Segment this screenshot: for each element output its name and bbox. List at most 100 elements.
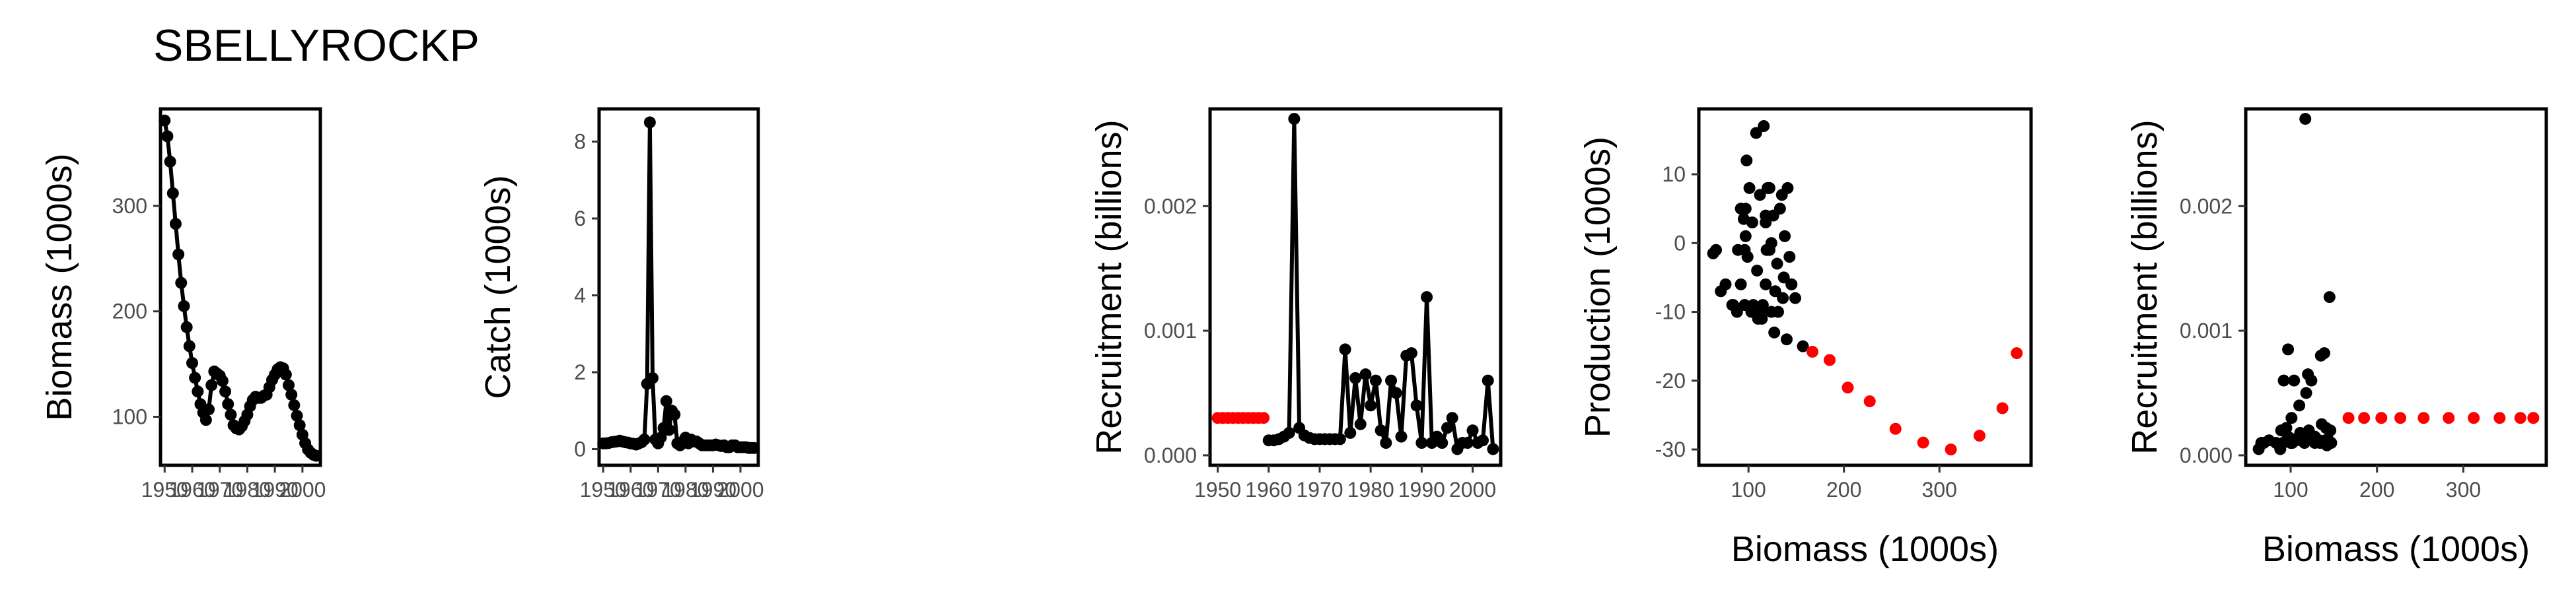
panel-3-x-tick-label: 1960 xyxy=(1245,478,1292,502)
panel-5-x-axis-title: Biomass (1000s) xyxy=(2262,529,2530,569)
panel-4-x-axis-title: Biomass (1000s) xyxy=(1731,529,1999,569)
panel-3-data-point xyxy=(1487,443,1499,455)
panel-4-y-tick-label: -20 xyxy=(1655,369,1686,393)
panel-1-x-tick-label: 2000 xyxy=(279,478,326,502)
panel-1-data-point xyxy=(159,114,171,127)
panel-3-data-point xyxy=(1288,113,1301,125)
panel-5-x-tick-label: 100 xyxy=(2273,478,2308,502)
panel-1-data-point xyxy=(172,248,185,261)
panel-4-data-point xyxy=(1754,189,1766,201)
panel-2-y-tick-label: 2 xyxy=(574,360,586,384)
panel-1-data-point xyxy=(219,385,232,398)
panel-1-data-point xyxy=(225,409,237,421)
panel-3-y-tick-label: 0.002 xyxy=(1144,194,1197,218)
panel-5-x-tick-label: 200 xyxy=(2359,478,2394,502)
panel-5-data-point xyxy=(2305,374,2318,387)
panel-4-frame xyxy=(1697,107,2033,467)
panel-3-data-point xyxy=(1405,347,1417,360)
panel-5-data-point xyxy=(2285,412,2298,424)
panel-1-x-tick-label: 1960 xyxy=(168,478,215,502)
panel-5-data-point xyxy=(2493,412,2506,424)
panel-5-data-point xyxy=(2394,412,2407,424)
panel-2-data-point xyxy=(655,432,667,444)
panel-5-y-tick-label: 0.000 xyxy=(2180,444,2233,467)
panel-3-x-tick-label: 1970 xyxy=(1296,478,1343,502)
panel-5-data-point xyxy=(2298,437,2310,449)
panel-1-data-point xyxy=(205,379,218,391)
panel-1-y-axis-title: Biomass (1000s) xyxy=(40,153,79,420)
panel-4-data-point xyxy=(1739,203,1752,215)
panel-3-data-point xyxy=(1258,412,1270,424)
panel-3-data-point xyxy=(1385,374,1398,387)
panel-5-y-tick-label: 0.001 xyxy=(2180,319,2233,343)
panel-1-x-tick-label: 1970 xyxy=(196,478,243,502)
panel-4-data-point xyxy=(1842,381,1854,394)
panel-4-data-point xyxy=(1746,216,1758,229)
panel-2-y-tick-label: 6 xyxy=(574,207,586,230)
panel-5-y-axis-title: Recruitment (billions) xyxy=(2125,119,2165,454)
panel-1-frame xyxy=(159,107,322,467)
panel-4-data-point xyxy=(1760,244,1773,256)
panel-4-data-point xyxy=(1768,326,1781,339)
panel-5-data-point xyxy=(2300,387,2312,399)
panel-4-y-tick-label: 10 xyxy=(1662,162,1686,186)
panel-1-data-point xyxy=(169,218,182,230)
panel-4-data-point xyxy=(1996,402,2009,414)
panel-4-data-point xyxy=(1743,182,1756,194)
panel-5-data-point xyxy=(2514,412,2526,424)
panel-3-data-point xyxy=(1365,399,1377,412)
panel-5-data-point xyxy=(2443,412,2455,424)
panel-4-data-point xyxy=(1781,182,1794,194)
panel-3-data-point xyxy=(1359,368,1372,381)
panel-1-data-point xyxy=(164,155,176,168)
panel-4-y-tick-label: -30 xyxy=(1655,438,1686,461)
panel-4-data-point xyxy=(1756,312,1768,325)
panel-1-data-point xyxy=(216,375,229,387)
panel-2-x-tick-label: 2000 xyxy=(717,478,764,502)
panel-4-y-tick-label: 0 xyxy=(1674,231,1686,255)
panel-4-data-point xyxy=(1863,395,1876,408)
panel-4-data-point xyxy=(1783,251,1796,263)
panel-1-data-point xyxy=(175,277,188,289)
panel-4-data-point xyxy=(1765,306,1777,318)
panel-4-x-tick-label: 100 xyxy=(1731,478,1766,502)
panel-4-data-point xyxy=(1773,203,1786,215)
panel-3-data-point xyxy=(1410,399,1423,412)
panel-3-x-tick-label: 1950 xyxy=(1194,478,1241,502)
panel-3-data-point xyxy=(1466,424,1479,437)
panel-4-data-point xyxy=(1771,257,1783,270)
panel-1-data-point xyxy=(291,409,303,422)
panel-1-data-point xyxy=(310,449,322,462)
panel-4-data-point xyxy=(1719,278,1732,290)
panel-1-y-tick-label: 200 xyxy=(112,300,147,323)
panel-1-data-point xyxy=(288,399,301,411)
panel-5-data-point xyxy=(2468,412,2480,424)
panel-4-data-point xyxy=(1945,444,1957,456)
panel-5-data-point xyxy=(2318,347,2330,360)
panel-5-frame xyxy=(2244,107,2548,467)
figure-title: SBELLYROCKP xyxy=(153,20,480,71)
panel-1-y-tick-label: 300 xyxy=(112,194,147,218)
panel-2-data-point xyxy=(647,372,659,384)
panel-3-data-point xyxy=(1369,374,1382,387)
panel-4-data-point xyxy=(1917,436,1929,449)
panel-1-data-point xyxy=(161,130,174,143)
panel-2-y-axis-title: Catch (1000s) xyxy=(478,175,518,399)
panel-4-data-point xyxy=(1889,422,1902,435)
panel-3-data-point xyxy=(1375,424,1387,437)
panel-4-data-point xyxy=(1973,430,1986,442)
panel-2-x-tick-label: 1970 xyxy=(635,478,682,502)
panel-4-data-point xyxy=(1807,345,1819,358)
panel-4-data-point xyxy=(1762,182,1774,194)
panel-4-data-point xyxy=(1769,285,1781,298)
panel-4-y-tick-label: -10 xyxy=(1655,300,1686,324)
panel-4-data-point xyxy=(1750,127,1762,139)
panel-5-x-tick-label: 300 xyxy=(2446,478,2481,502)
panel-5-data-point xyxy=(2320,439,2333,451)
panel-3-data-point xyxy=(1349,372,1361,384)
panel-2-x-tick-label: 1950 xyxy=(580,478,627,502)
panel-3-y-axis-title: Recruitment (billions) xyxy=(1089,119,1129,454)
panel-2-x-tick-label: 1960 xyxy=(607,478,654,502)
